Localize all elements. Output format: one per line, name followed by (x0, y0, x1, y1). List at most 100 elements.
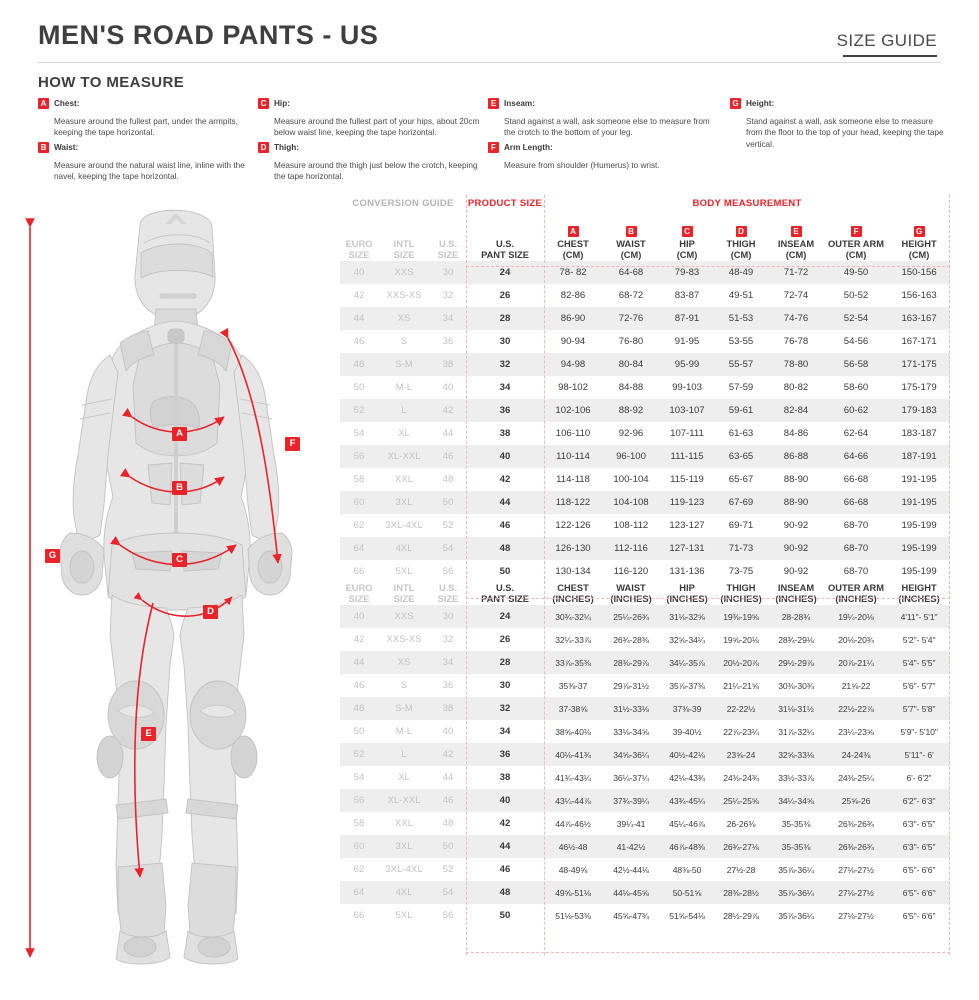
inch-cell-waist-inches: 36¼-37¼ (613, 772, 649, 783)
inch-cell-thigh-inches: 26-26⅜ (726, 818, 756, 829)
inch-cell-us-size: 30 (430, 605, 467, 628)
inch-cell-hip-inches: 51⅝-54⅛ (669, 910, 705, 921)
cm-cell-intl-size: 5XL (395, 566, 413, 577)
inch-cell-euro-size: 50 (353, 726, 365, 737)
inch-cell-intl-size: M-L (395, 726, 413, 737)
inch-cell-intl-size: 3XL (378, 835, 430, 858)
cm-cell-height-cm: 191-195 (901, 474, 937, 485)
cm-cell-waist-cm: 72-76 (602, 307, 661, 330)
inch-cell-height-inches: 5'4"- 5'5" (888, 651, 951, 674)
measure-text-height: Stand against a wall, ask someone else t… (746, 117, 944, 149)
header-line-2: SIZE (348, 250, 370, 260)
cm-cell-hip-cm: 95-99 (660, 353, 715, 376)
cm-cell-height-cm: 167-171 (901, 336, 937, 347)
inch-cell-us-size: 32 (442, 634, 454, 645)
badge-cell-empty-1 (340, 221, 378, 239)
cm-cell-euro-size: 44 (340, 307, 378, 330)
inch-header-euro-size: EURO SIZE (340, 583, 378, 605)
inch-cell-euro-size: 56 (340, 789, 378, 812)
inch-cell-chest-inches: 33⅞-35⅜ (544, 651, 603, 674)
inch-cell-waist-inches: 33⅛-34⅝ (613, 726, 649, 737)
inch-cell-outer-arm-inches: 27⅛-27½ (838, 864, 874, 875)
cm-cell-intl-size: 3XL (378, 491, 430, 514)
cm-cell-hip-cm: 123-127 (669, 520, 705, 531)
inch-cell-intl-size: 5XL (395, 910, 413, 921)
cm-cell-height-cm: 175-179 (901, 382, 937, 393)
inch-cell-height-inches: 6'5"- 6'6" (902, 910, 936, 921)
cm-cell-thigh-cm: 67-69 (714, 491, 769, 514)
inch-cell-inseam-inches: 28¾-29⅛ (778, 634, 814, 645)
cm-cell-inseam-cm: 80-82 (783, 382, 809, 393)
cm-cell-thigh-cm: 65-67 (728, 474, 754, 485)
cm-cell-intl-size: S (400, 336, 408, 347)
cm-cell-us-size: 40 (442, 382, 454, 393)
measure-label-waist: Waist: (54, 142, 79, 152)
measure-label-height: Height: (746, 99, 775, 108)
inch-cell-inseam-inches: 31⅛-31½ (768, 697, 825, 720)
cm-cell-euro-size: 50 (353, 382, 365, 393)
inch-table-row: 40 XXS 30 24 30¾-32¼ 25¼-26¾ 31⅛-32⅝ 19⅜-19⅝ 28-… (340, 605, 951, 628)
figure-marker-e: E (141, 727, 156, 741)
header-line-1: U.S. (438, 583, 458, 593)
badge-b-icon: B (38, 141, 49, 153)
cm-table-row: 58 XXL 48 42 114-118 100-104 115-119 65-67 88-90… (340, 468, 950, 491)
cm-cell-euro-size: 52 (340, 399, 378, 422)
cm-cell-inseam-cm: 72-74 (783, 290, 809, 301)
inch-cell-euro-size: 40 (340, 605, 378, 628)
measure-label-inseam: Inseam: (504, 99, 535, 108)
measure-item-height: G Height: Stand against a wall, ask someo… (730, 98, 945, 150)
cm-cell-outer-arm-cm: 52-54 (824, 307, 889, 330)
inch-cell-us-pant-size: 30 (499, 680, 511, 691)
cm-cell-waist-cm: 80-84 (602, 353, 661, 376)
cm-header-height-cm: HEIGHT (CM) (888, 239, 950, 261)
inch-cell-outer-arm-inches: 27⅛-27½ (838, 910, 874, 921)
inch-cell-euro-size: 60 (340, 835, 378, 858)
how-to-measure-title: HOW TO MEASURE (38, 74, 185, 91)
cm-cell-chest-cm: 106-110 (555, 428, 591, 439)
cm-cell-hip-cm: 115-119 (670, 474, 704, 485)
cm-cell-waist-cm: 64-68 (602, 261, 661, 284)
cm-cell-us-pant-size: 36 (466, 399, 545, 422)
inch-cell-us-pant-size: 32 (466, 697, 545, 720)
inch-cell-thigh-inches: 27½-28 (726, 864, 756, 875)
figure-marker-g: G (45, 549, 60, 563)
cm-cell-chest-cm: 114-118 (556, 474, 590, 485)
inch-cell-hip-inches: 34¼-35⅞ (660, 651, 715, 674)
inch-cell-waist-inches: 25¼-26¾ (602, 605, 661, 628)
inch-cell-hip-inches: 35⅞-37⅜ (669, 680, 705, 691)
cm-cell-height-cm: 183-187 (901, 428, 937, 439)
cm-cell-height-cm: 163-167 (888, 307, 951, 330)
inch-cell-thigh-inches: 20½-20⅞ (714, 651, 769, 674)
inch-cell-chest-inches: 30¾-32¼ (544, 605, 603, 628)
header-line-1: HIP (679, 239, 695, 249)
inch-cell-thigh-inches: 19⅜-19⅝ (714, 605, 769, 628)
cm-cell-us-size: 52 (442, 520, 454, 531)
header-line-2: (INCHES) (610, 594, 652, 604)
cm-cell-outer-arm-cm: 50-52 (843, 290, 869, 301)
inch-cell-intl-size: XL-XXL (378, 789, 430, 812)
cm-cell-euro-size: 42 (353, 290, 365, 301)
cm-cell-chest-cm: 94-98 (544, 353, 603, 376)
cm-cell-us-size: 34 (430, 307, 467, 330)
badge-cell-outer-arm: F (824, 221, 888, 239)
inch-header-intl-size: INTL SIZE (378, 583, 430, 605)
cm-cell-chest-cm: 126-130 (544, 537, 603, 560)
inch-cell-us-pant-size: 26 (499, 634, 511, 645)
inch-cell-intl-size: XXS-XS (386, 634, 422, 645)
inch-cell-chest-inches: 44⅞-46½ (555, 818, 591, 829)
inch-cell-us-pant-size: 28 (466, 651, 545, 674)
badge-c-icon: C (258, 98, 269, 109)
inch-table-row: 60 3XL 50 44 46½-48 41-42½ 46⅞-48⅜ 26¾-27⅛ 35-35… (340, 835, 951, 858)
figure-marker-f: F (285, 437, 300, 451)
measure-text-thigh: Measure around the thigh just below the … (274, 160, 478, 182)
badge-e-icon: E (488, 98, 499, 109)
page-title: MEN'S ROAD PANTS - US (38, 20, 379, 50)
inch-table-row: 48 S-M 38 32 37-38⅝ 31½-33⅛ 37⅜-39 22-22½ 31⅛-31… (340, 697, 951, 720)
group-header-row: CONVERSION GUIDE PRODUCT SIZE BODY MEASU… (340, 195, 950, 221)
cm-cell-intl-size: L (378, 399, 430, 422)
cm-header-euro-size: EURO SIZE (340, 239, 378, 261)
cm-cell-waist-cm: 88-92 (602, 399, 661, 422)
measure-text-arm-length: Measure from shoulder (Humerus) to wrist… (504, 160, 660, 170)
inch-cell-outer-arm-inches: 25⅝-26 (824, 789, 889, 812)
inch-cell-waist-inches: 45⅝-47¾ (613, 910, 649, 921)
